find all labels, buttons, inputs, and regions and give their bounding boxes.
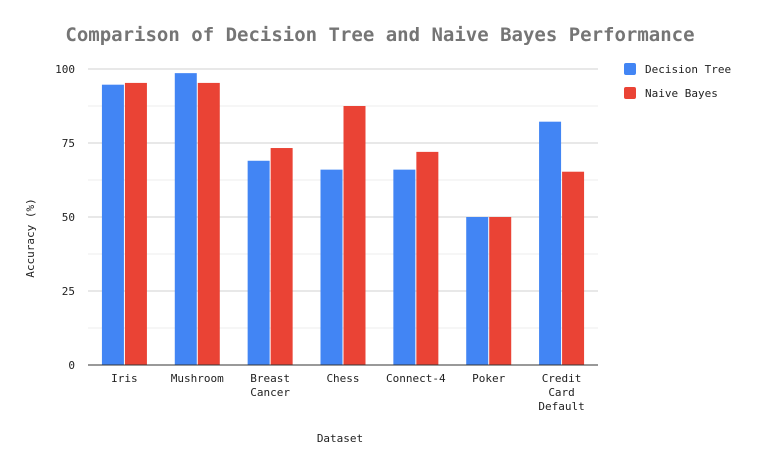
- y-axis-label: Accuracy (%): [24, 198, 37, 277]
- legend-swatch: [624, 87, 636, 99]
- x-tick-label: Card: [548, 386, 575, 399]
- bar: [320, 169, 343, 365]
- bar: [197, 82, 220, 366]
- legend-label: Naive Bayes: [645, 87, 718, 100]
- legend: Decision Tree Naive Bayes: [624, 63, 731, 100]
- bar: [416, 151, 439, 365]
- x-tick-label: Connect-4: [386, 372, 446, 385]
- y-tick-label: 0: [68, 359, 75, 372]
- bar: [247, 160, 270, 365]
- y-tick-label: 50: [62, 211, 75, 224]
- bar: [270, 148, 293, 365]
- bar: [466, 217, 489, 365]
- bar: [343, 106, 366, 365]
- x-tick-label: Breast: [250, 372, 290, 385]
- bar: [393, 169, 416, 365]
- bar: [174, 73, 197, 366]
- x-tick-label: Poker: [472, 372, 505, 385]
- bar: [124, 82, 147, 366]
- bar: [562, 171, 585, 365]
- x-axis-label: Dataset: [317, 432, 363, 445]
- legend-swatch: [624, 63, 636, 75]
- x-tick-label: Cancer: [250, 386, 290, 399]
- x-tick-label: Credit: [542, 372, 582, 385]
- chart-title: Comparison of Decision Tree and Naive Ba…: [65, 24, 694, 46]
- bar: [539, 121, 562, 365]
- x-tick-label: Chess: [326, 372, 359, 385]
- y-tick-label: 75: [62, 137, 75, 150]
- bar: [489, 217, 512, 365]
- x-tick-label: Mushroom: [171, 372, 224, 385]
- y-tick-label: 25: [62, 285, 75, 298]
- bar: [101, 84, 124, 366]
- x-tick-label: Default: [538, 400, 584, 413]
- legend-label: Decision Tree: [645, 63, 731, 76]
- y-tick-label: 100: [55, 63, 75, 76]
- x-tick-label: Iris: [111, 372, 138, 385]
- gridlines: [88, 68, 598, 329]
- bars: [101, 73, 585, 366]
